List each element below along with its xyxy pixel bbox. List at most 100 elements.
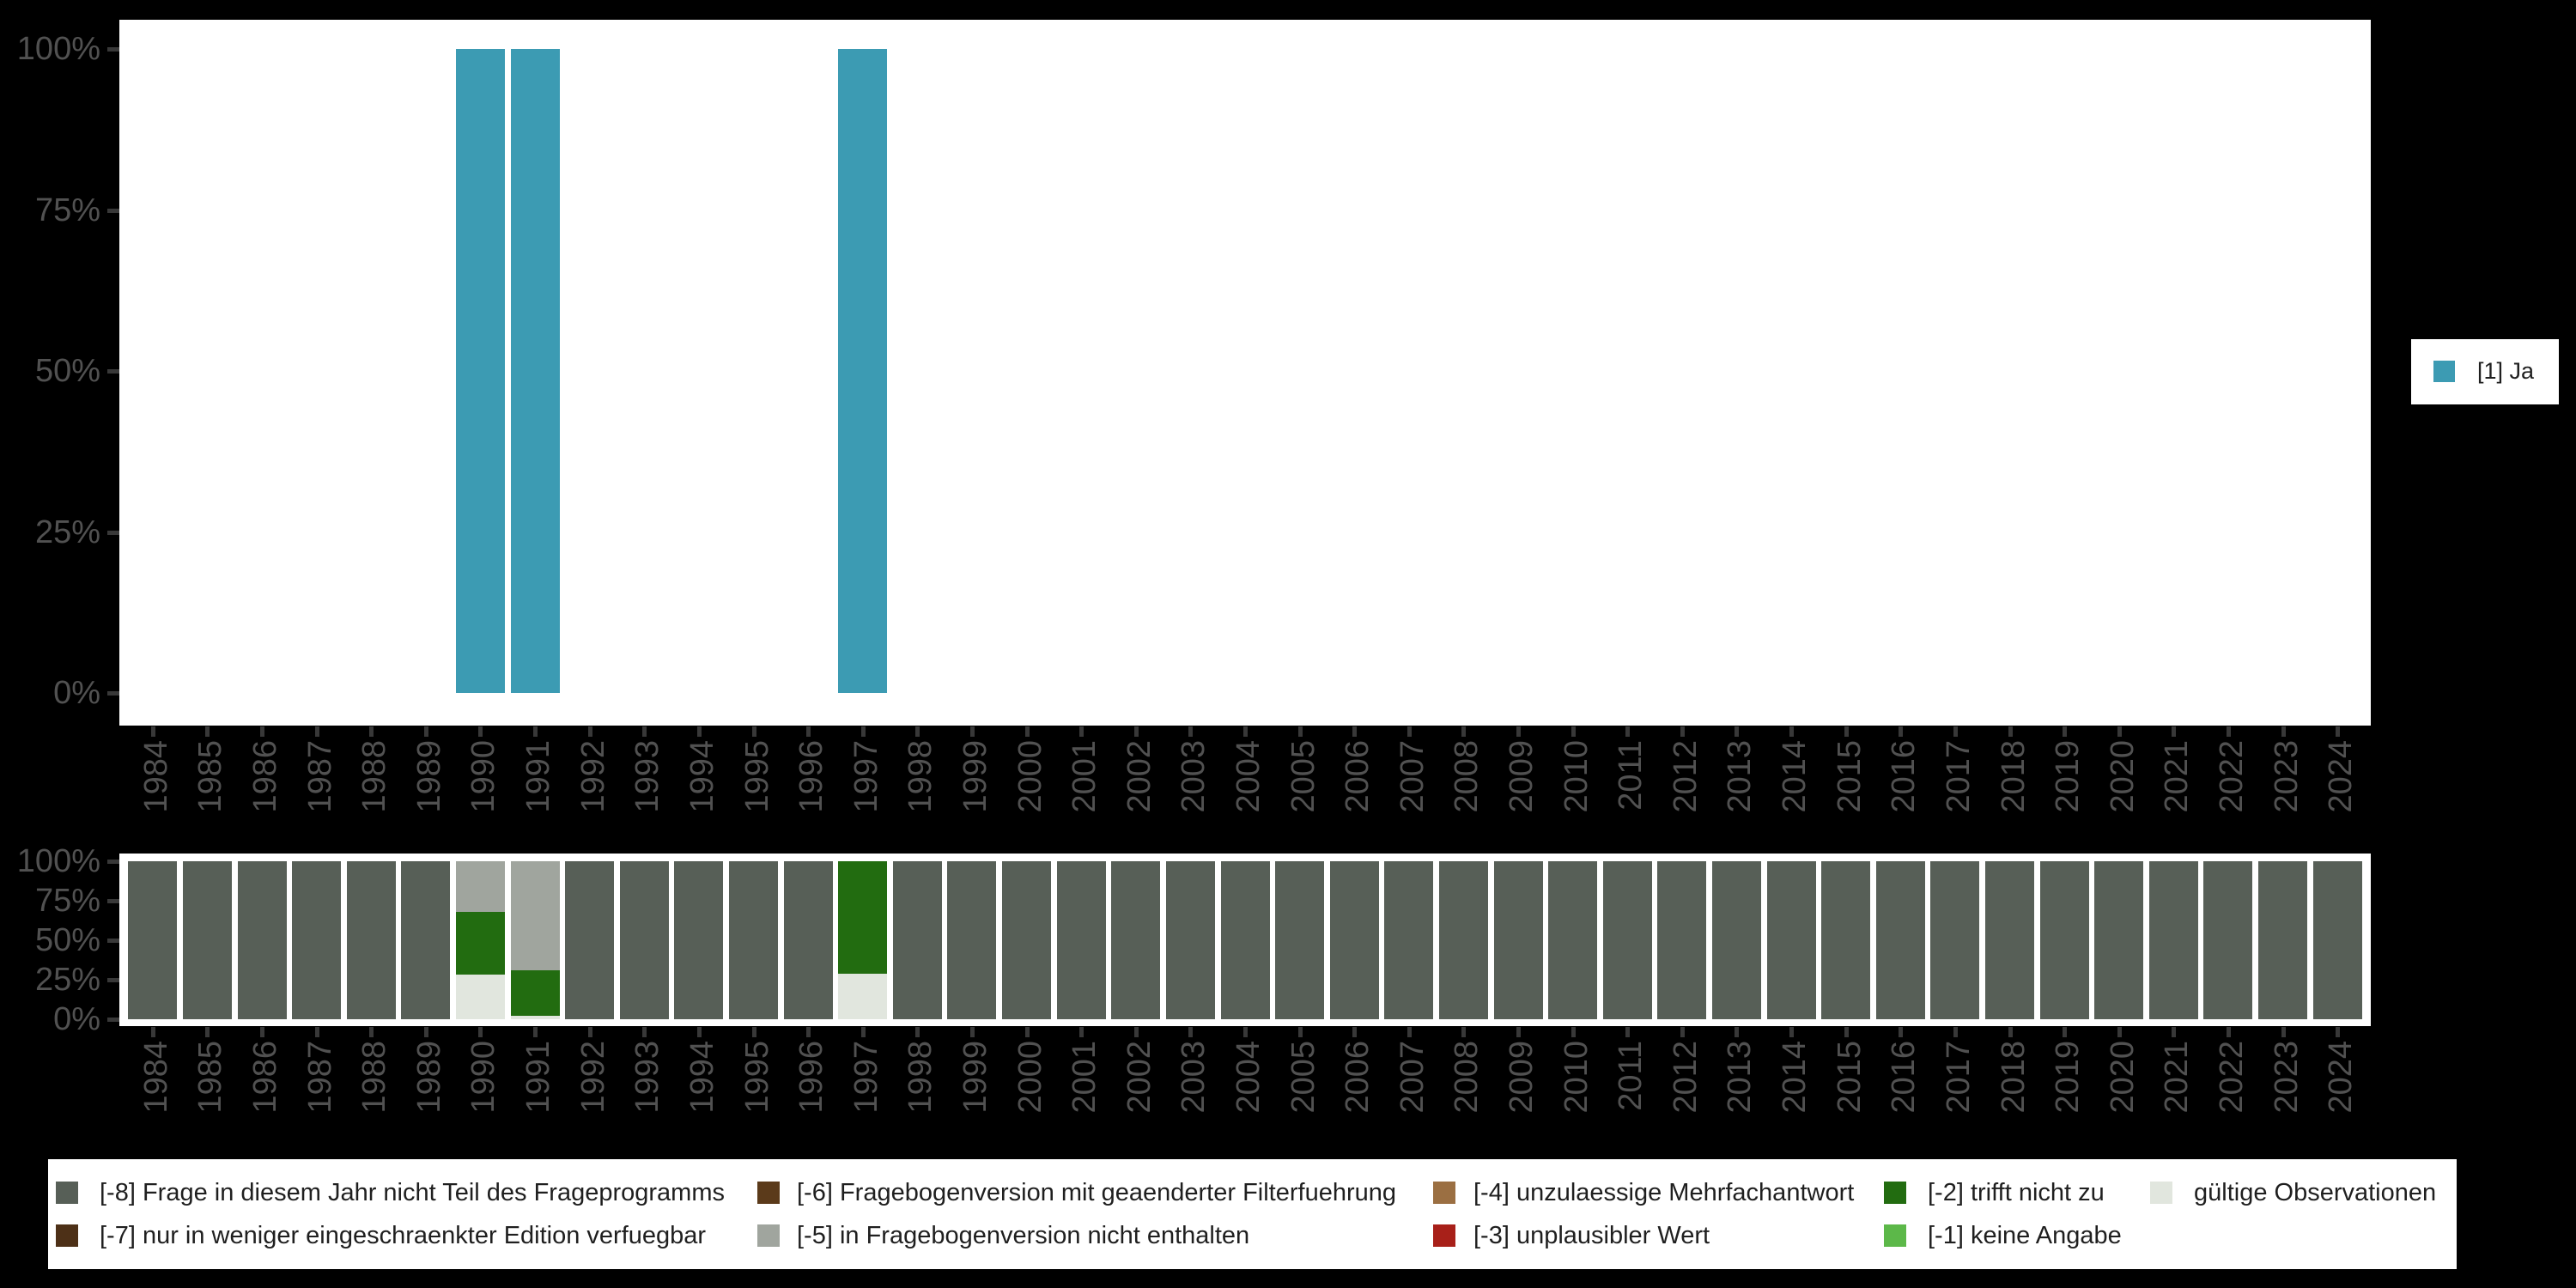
bar-2011[interactable] bbox=[1602, 861, 1652, 1019]
bar-segment[interactable] bbox=[1657, 861, 1707, 1019]
bar-segment[interactable] bbox=[1056, 861, 1106, 1019]
bar-2018[interactable] bbox=[1985, 861, 2035, 1019]
bar-segment[interactable] bbox=[783, 861, 833, 1019]
bar-1985[interactable] bbox=[182, 861, 232, 1019]
bar-segment[interactable] bbox=[565, 861, 615, 1019]
bar-segment[interactable] bbox=[1220, 861, 1270, 1019]
bar-segment[interactable] bbox=[2203, 861, 2253, 1019]
bar-1991[interactable] bbox=[510, 49, 560, 693]
bar-segment[interactable] bbox=[2148, 861, 2198, 1019]
bar-1991[interactable] bbox=[510, 861, 560, 1019]
x-tick bbox=[1680, 726, 1685, 737]
bar-1986[interactable] bbox=[237, 861, 287, 1019]
bar-segment[interactable] bbox=[346, 861, 396, 1019]
bar-2006[interactable] bbox=[1329, 861, 1379, 1019]
bar-segment[interactable] bbox=[838, 861, 888, 974]
bar-2019[interactable] bbox=[2039, 861, 2089, 1019]
bar-2000[interactable] bbox=[1002, 861, 1052, 1019]
bar-segment[interactable] bbox=[619, 861, 669, 1019]
bar-2010[interactable] bbox=[1548, 861, 1598, 1019]
bar-2005[interactable] bbox=[1275, 861, 1325, 1019]
bar-2022[interactable] bbox=[2203, 861, 2253, 1019]
bar-1997[interactable] bbox=[838, 49, 888, 693]
bar-1999[interactable] bbox=[947, 861, 997, 1019]
bar-segment[interactable] bbox=[401, 861, 451, 1019]
bar-2021[interactable] bbox=[2148, 861, 2198, 1019]
bar-2001[interactable] bbox=[1056, 861, 1106, 1019]
bar-segment[interactable] bbox=[1930, 861, 1980, 1019]
bar-2013[interactable] bbox=[1711, 861, 1761, 1019]
bar-segment[interactable] bbox=[1711, 861, 1761, 1019]
bar-segment[interactable] bbox=[2258, 861, 2308, 1019]
bar-1998[interactable] bbox=[892, 861, 942, 1019]
y-tick-label: 75% bbox=[34, 883, 100, 919]
bar-1989[interactable] bbox=[401, 861, 451, 1019]
bar-2020[interactable] bbox=[2094, 861, 2144, 1019]
bar-segment[interactable] bbox=[455, 49, 505, 693]
bar-segment[interactable] bbox=[1329, 861, 1379, 1019]
bar-segment[interactable] bbox=[455, 861, 505, 912]
bar-1990[interactable] bbox=[455, 49, 505, 693]
x-tick-label-text: 2014 bbox=[1777, 740, 1814, 813]
bar-1987[interactable] bbox=[292, 861, 342, 1019]
x-tick bbox=[2336, 1027, 2341, 1037]
bar-segment[interactable] bbox=[838, 49, 888, 693]
bar-segment[interactable] bbox=[892, 861, 942, 1019]
bar-2004[interactable] bbox=[1220, 861, 1270, 1019]
bar-1984[interactable] bbox=[128, 861, 178, 1019]
bar-2003[interactable] bbox=[1165, 861, 1215, 1019]
bar-segment[interactable] bbox=[1766, 861, 1816, 1019]
bar-segment[interactable] bbox=[292, 861, 342, 1019]
bar-2012[interactable] bbox=[1657, 861, 1707, 1019]
bar-1992[interactable] bbox=[565, 861, 615, 1019]
bar-segment[interactable] bbox=[455, 975, 505, 1019]
bar-segment[interactable] bbox=[1002, 861, 1052, 1019]
bar-2015[interactable] bbox=[1821, 861, 1871, 1019]
bar-2009[interactable] bbox=[1493, 861, 1543, 1019]
bar-segment[interactable] bbox=[1384, 861, 1434, 1019]
bar-segment[interactable] bbox=[1438, 861, 1488, 1019]
bar-segment[interactable] bbox=[182, 861, 232, 1019]
x-tick-label: 2000 bbox=[1012, 1041, 1048, 1148]
bar-segment[interactable] bbox=[455, 911, 505, 975]
bar-segment[interactable] bbox=[1165, 861, 1215, 1019]
bar-segment[interactable] bbox=[2094, 861, 2144, 1019]
bar-segment[interactable] bbox=[1875, 861, 1925, 1019]
bar-segment[interactable] bbox=[674, 861, 724, 1019]
bar-segment[interactable] bbox=[128, 861, 178, 1019]
bar-segment[interactable] bbox=[1602, 861, 1652, 1019]
x-tick-label: 2012 bbox=[1668, 1041, 1704, 1148]
bar-2024[interactable] bbox=[2312, 861, 2362, 1019]
bar-2002[interactable] bbox=[1111, 861, 1161, 1019]
bar-2016[interactable] bbox=[1875, 861, 1925, 1019]
bar-1990[interactable] bbox=[455, 861, 505, 1019]
bar-segment[interactable] bbox=[1493, 861, 1543, 1019]
bar-1993[interactable] bbox=[619, 861, 669, 1019]
bar-1995[interactable] bbox=[729, 861, 778, 1019]
bar-2014[interactable] bbox=[1766, 861, 1816, 1019]
bar-segment[interactable] bbox=[2039, 861, 2089, 1019]
bar-2007[interactable] bbox=[1384, 861, 1434, 1019]
bar-segment[interactable] bbox=[1821, 861, 1871, 1019]
bar-segment[interactable] bbox=[2312, 861, 2362, 1019]
bar-segment[interactable] bbox=[1275, 861, 1325, 1019]
bar-segment[interactable] bbox=[947, 861, 997, 1019]
bar-2008[interactable] bbox=[1438, 861, 1488, 1019]
bar-segment[interactable] bbox=[510, 49, 560, 693]
bar-segment[interactable] bbox=[510, 1016, 560, 1019]
bar-1996[interactable] bbox=[783, 861, 833, 1019]
bar-2023[interactable] bbox=[2258, 861, 2308, 1019]
bar-2017[interactable] bbox=[1930, 861, 1980, 1019]
bar-1997[interactable] bbox=[838, 861, 888, 1019]
bar-segment[interactable] bbox=[237, 861, 287, 1019]
bar-segment[interactable] bbox=[729, 861, 778, 1019]
bar-segment[interactable] bbox=[838, 973, 888, 1019]
bar-segment[interactable] bbox=[510, 969, 560, 1017]
bar-segment[interactable] bbox=[1548, 861, 1598, 1019]
bar-segment[interactable] bbox=[1111, 861, 1161, 1019]
x-tick-label: 2013 bbox=[1722, 1041, 1758, 1148]
bar-segment[interactable] bbox=[510, 861, 560, 970]
bar-segment[interactable] bbox=[1985, 861, 2035, 1019]
bar-1988[interactable] bbox=[346, 861, 396, 1019]
bar-1994[interactable] bbox=[674, 861, 724, 1019]
